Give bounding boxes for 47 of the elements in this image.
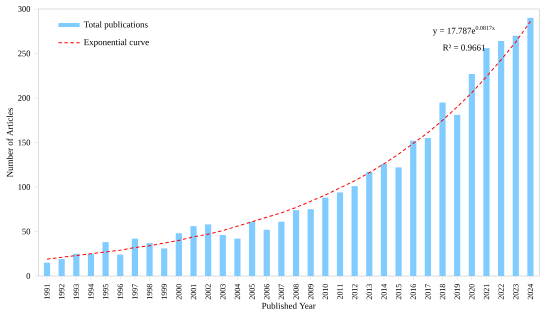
y-tick-label: 50 xyxy=(22,228,30,234)
bar xyxy=(190,226,197,276)
bar xyxy=(336,192,344,276)
bar xyxy=(527,18,534,276)
bar xyxy=(176,233,182,276)
y-tick-label: 200 xyxy=(18,95,30,101)
bar xyxy=(424,138,431,276)
bar xyxy=(308,209,314,276)
bar xyxy=(439,102,446,276)
y-tick-label: 100 xyxy=(18,184,30,190)
bar xyxy=(292,210,300,276)
bar xyxy=(352,186,358,276)
bar xyxy=(454,114,460,276)
bar xyxy=(278,222,284,276)
y-tick-label: 250 xyxy=(18,50,30,56)
bar xyxy=(58,259,65,276)
legend-label: Total publications xyxy=(84,21,148,30)
bar xyxy=(468,74,475,276)
bar xyxy=(410,140,416,276)
bar xyxy=(322,198,328,276)
bar xyxy=(220,235,226,276)
bar xyxy=(366,172,372,276)
annotation: y = 17.787e$^{0.0817x}$ xyxy=(432,26,495,36)
y-tick-label: 300 xyxy=(18,6,30,12)
y-axis-title: Number of Articles xyxy=(6,108,13,178)
bar xyxy=(88,254,94,276)
x-axis-title: Published Year xyxy=(262,302,316,309)
bar xyxy=(234,238,241,276)
bar xyxy=(395,167,402,276)
y-tick-label: 0 xyxy=(26,273,30,279)
y-tick-label: 150 xyxy=(18,140,30,146)
bar xyxy=(483,48,490,276)
legend-label: Exponential curve xyxy=(84,38,149,47)
bar xyxy=(264,230,270,276)
bar xyxy=(102,242,109,276)
bar xyxy=(205,224,212,276)
bar xyxy=(73,254,80,276)
bar xyxy=(117,254,124,276)
bar xyxy=(498,41,504,276)
bar xyxy=(132,238,138,276)
bar xyxy=(512,36,519,276)
annotation: R² = 0.9661 xyxy=(442,44,485,51)
bar xyxy=(248,222,256,276)
bar xyxy=(146,243,153,276)
bar xyxy=(380,164,388,276)
bar xyxy=(44,262,50,276)
bar xyxy=(161,248,168,276)
